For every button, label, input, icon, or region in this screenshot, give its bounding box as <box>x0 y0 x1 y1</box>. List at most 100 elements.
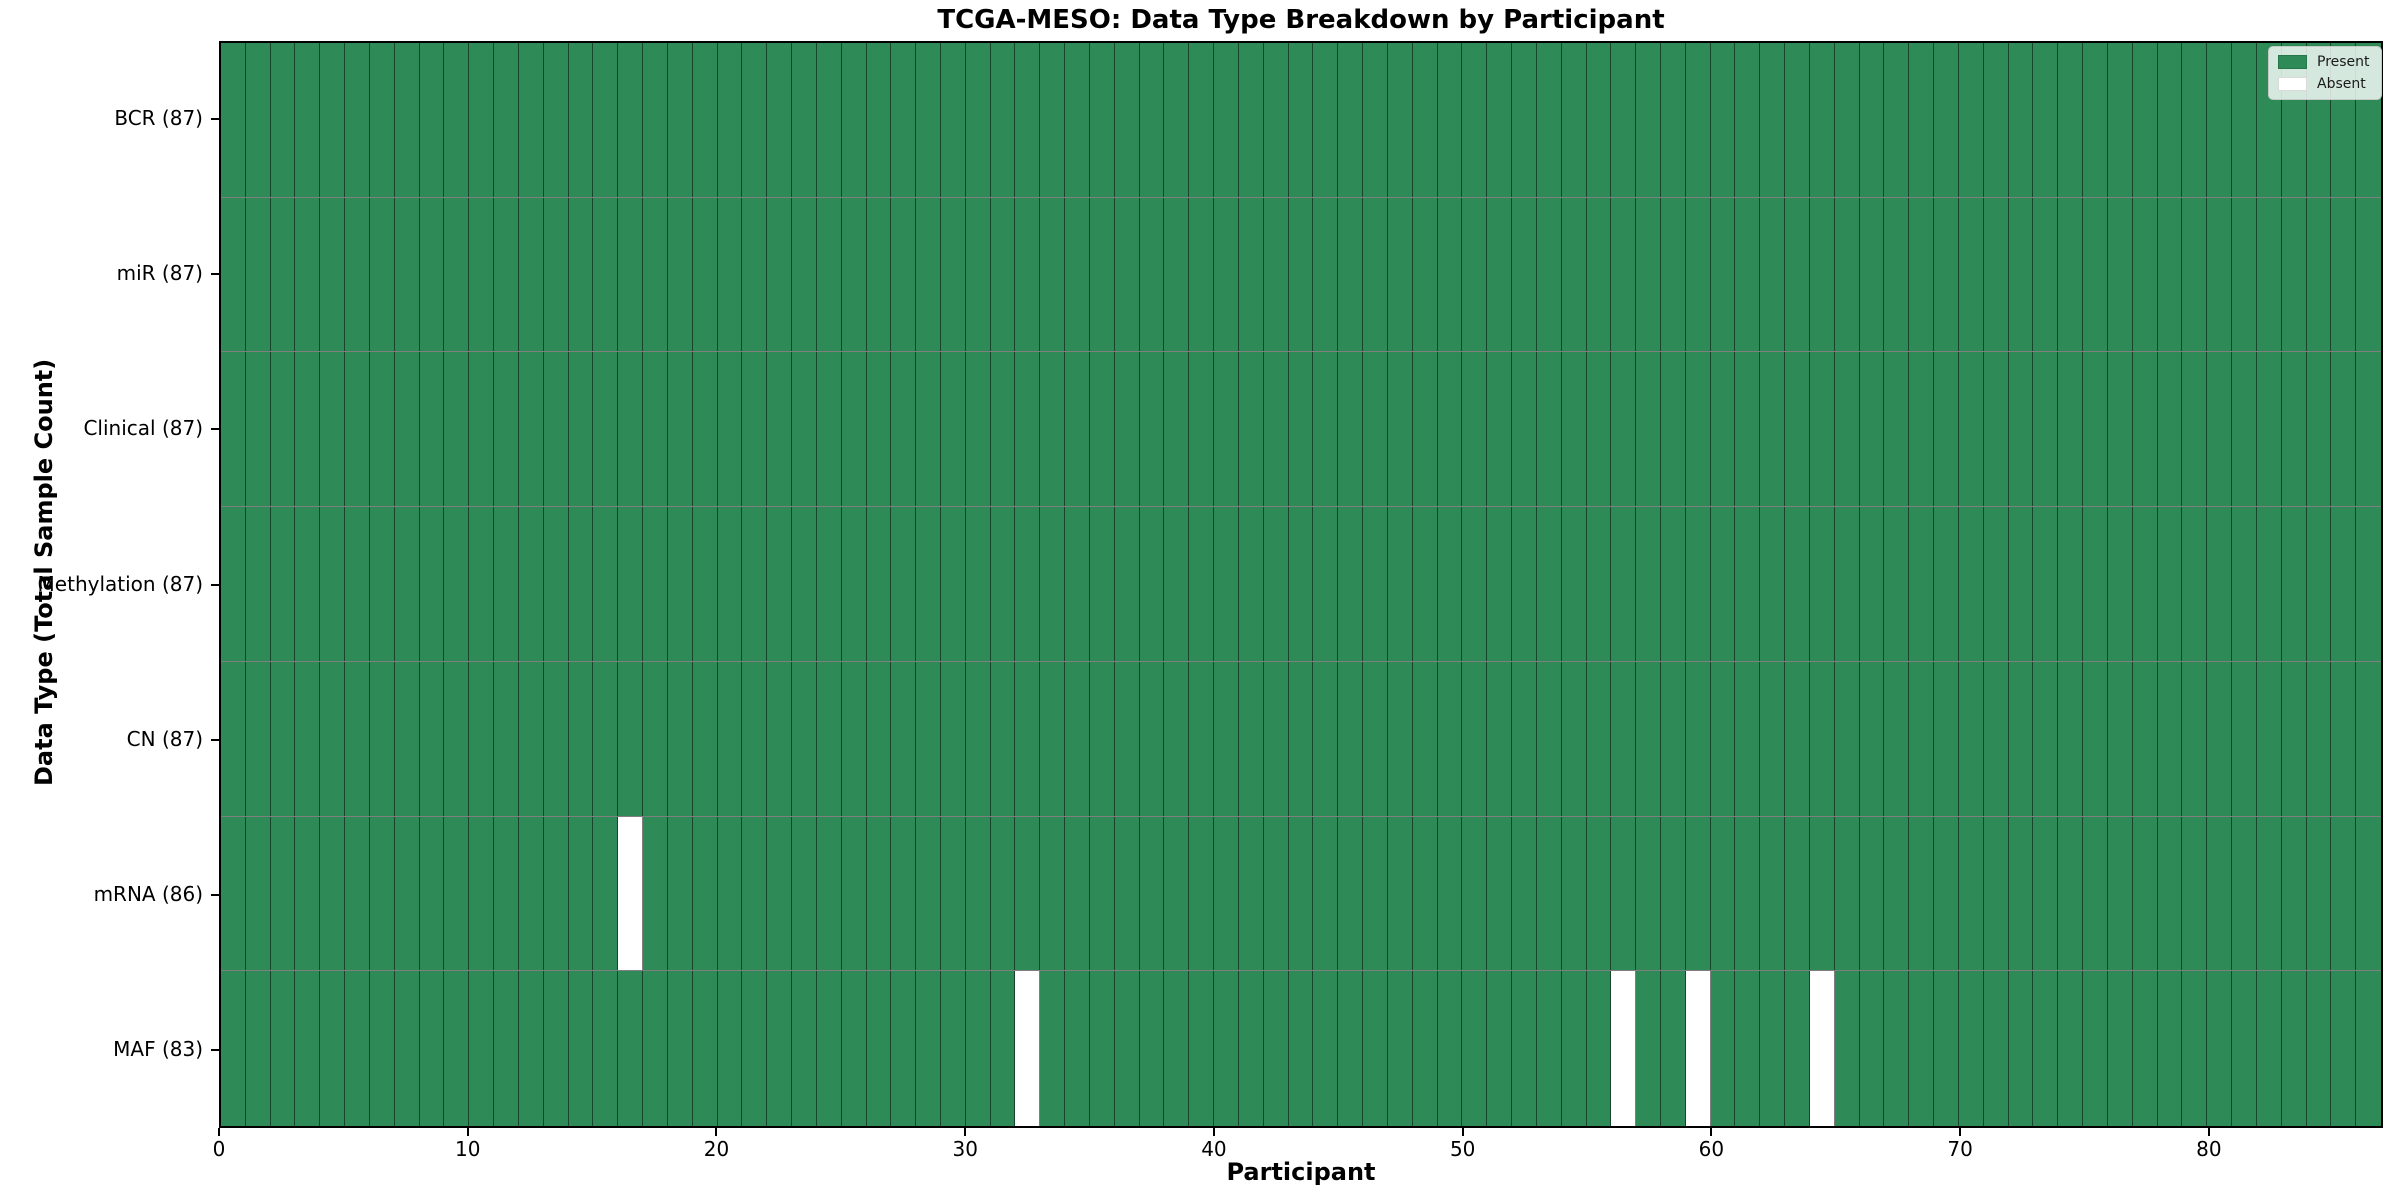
heatmap-cell-present <box>1040 43 1066 197</box>
absent-swatch-icon <box>2278 77 2307 91</box>
heatmap-cell-present <box>394 352 420 507</box>
heatmap-cell-present <box>1313 661 1339 816</box>
heatmap-cell-present <box>1983 43 2009 197</box>
heatmap-cell-present <box>618 507 644 661</box>
heatmap-cell-present <box>2157 971 2183 1126</box>
heatmap-cell-present <box>1363 661 1388 816</box>
heatmap-cell-present <box>965 816 991 971</box>
heatmap-cell-present <box>494 971 519 1126</box>
heatmap-cell-present <box>295 352 321 507</box>
heatmap-cell-present <box>2058 43 2084 197</box>
heatmap-cell-present <box>692 43 718 197</box>
heatmap-cell-present <box>792 43 817 197</box>
heatmap-cell-present <box>369 816 395 971</box>
y-tick-label-methylation: Methylation (87) <box>37 571 203 596</box>
heatmap-cell-absent <box>1685 971 1711 1126</box>
heatmap-cell-present <box>1809 661 1835 816</box>
heatmap-cell-present <box>1636 971 1661 1126</box>
heatmap-cell-present <box>2256 507 2282 661</box>
heatmap-cell-present <box>1412 43 1438 197</box>
heatmap-cell-present <box>1884 816 1910 971</box>
heatmap-cell-present <box>1313 352 1339 507</box>
heatmap-cell-present <box>2356 971 2381 1126</box>
heatmap-cell-present <box>1462 661 1488 816</box>
heatmap-cell-present <box>593 352 619 507</box>
x-tick-label: 70 <box>1947 1137 1973 1161</box>
heatmap-cell-present <box>1363 352 1388 507</box>
heatmap-cell-present <box>394 661 420 816</box>
heatmap-cell-present <box>866 197 892 352</box>
heatmap-cell-present <box>1661 197 1686 352</box>
heatmap-cell-present <box>2107 816 2133 971</box>
heatmap-cell-present <box>1263 507 1289 661</box>
heatmap-cell-present <box>767 661 793 816</box>
heatmap-cell-present <box>2058 971 2084 1126</box>
heatmap-cell-present <box>245 197 271 352</box>
heatmap-cell-present <box>419 352 445 507</box>
heatmap-cell-present <box>2008 197 2034 352</box>
heatmap-cell-present <box>2356 816 2381 971</box>
heatmap-cell-present <box>394 816 420 971</box>
heatmap-cell-present <box>767 43 793 197</box>
heatmap-cell-present <box>1735 352 1761 507</box>
heatmap-cell-present <box>1710 352 1736 507</box>
heatmap-cell-present <box>1065 352 1090 507</box>
chart-title: TCGA-MESO: Data Type Breakdown by Partic… <box>937 5 1665 35</box>
x-tick-mark <box>466 1128 469 1136</box>
y-tick-mark <box>211 272 219 275</box>
heatmap-cell-present <box>1710 43 1736 197</box>
heatmap-cell-present <box>2157 507 2183 661</box>
heatmap-cell-present <box>792 352 817 507</box>
heatmap-cell-present <box>667 507 693 661</box>
heatmap-cell-present <box>320 197 346 352</box>
x-tick-mark <box>1959 1128 1962 1136</box>
heatmap-cell-present <box>891 43 917 197</box>
heatmap-cell-present <box>2207 661 2233 816</box>
heatmap-cell-present <box>1934 816 1959 971</box>
x-tick-label: 30 <box>952 1137 978 1161</box>
heatmap-cell-present <box>990 43 1016 197</box>
heatmap-cell-present <box>816 197 842 352</box>
heatmap-cell-present <box>1512 816 1537 971</box>
heatmap-cell-present <box>270 43 296 197</box>
heatmap-cell-present <box>767 507 793 661</box>
heatmap-cell-present <box>990 661 1016 816</box>
heatmap-cell-present <box>1238 197 1264 352</box>
heatmap-cell-present <box>345 971 370 1126</box>
heatmap-cell-present <box>2207 43 2233 197</box>
heatmap-cell-present <box>643 507 668 661</box>
heatmap-cell-present <box>941 352 966 507</box>
heatmap-cell-present <box>1387 816 1413 971</box>
heatmap-cell-present <box>1387 971 1413 1126</box>
heatmap-cell-present <box>717 507 743 661</box>
heatmap-cell-present <box>767 197 793 352</box>
heatmap-cell-present <box>965 507 991 661</box>
heatmap-cell-present <box>1611 43 1637 197</box>
heatmap-cell-present <box>1809 816 1835 971</box>
heatmap-cell-present <box>518 197 544 352</box>
heatmap-cell-present <box>345 197 370 352</box>
heatmap-cell-present <box>1710 507 1736 661</box>
heatmap-cell-present <box>891 971 917 1126</box>
heatmap-cell-present <box>1189 661 1215 816</box>
x-tick-label: 10 <box>455 1137 481 1161</box>
heatmap-cell-present <box>2331 507 2357 661</box>
heatmap-cell-present <box>1164 197 1190 352</box>
heatmap-cell-present <box>1040 352 1066 507</box>
heatmap-cell-present <box>2083 816 2108 971</box>
x-tick-mark <box>218 1128 220 1136</box>
heatmap-cell-present <box>1859 816 1885 971</box>
heatmap-cell-present <box>2331 352 2357 507</box>
heatmap-cell-present <box>2331 661 2357 816</box>
heatmap-cell-present <box>1387 507 1413 661</box>
heatmap-cell-present <box>2157 43 2183 197</box>
heatmap-cell-present <box>717 971 743 1126</box>
heatmap-cell-present <box>1189 352 1215 507</box>
heatmap-cell-present <box>568 661 594 816</box>
heatmap-cell-present <box>1661 661 1686 816</box>
heatmap-cell-present <box>1238 43 1264 197</box>
heatmap-cell-present <box>2182 507 2208 661</box>
heatmap-cell-present <box>792 197 817 352</box>
heatmap-cell-present <box>1809 43 1835 197</box>
heatmap-cell-present <box>618 661 644 816</box>
